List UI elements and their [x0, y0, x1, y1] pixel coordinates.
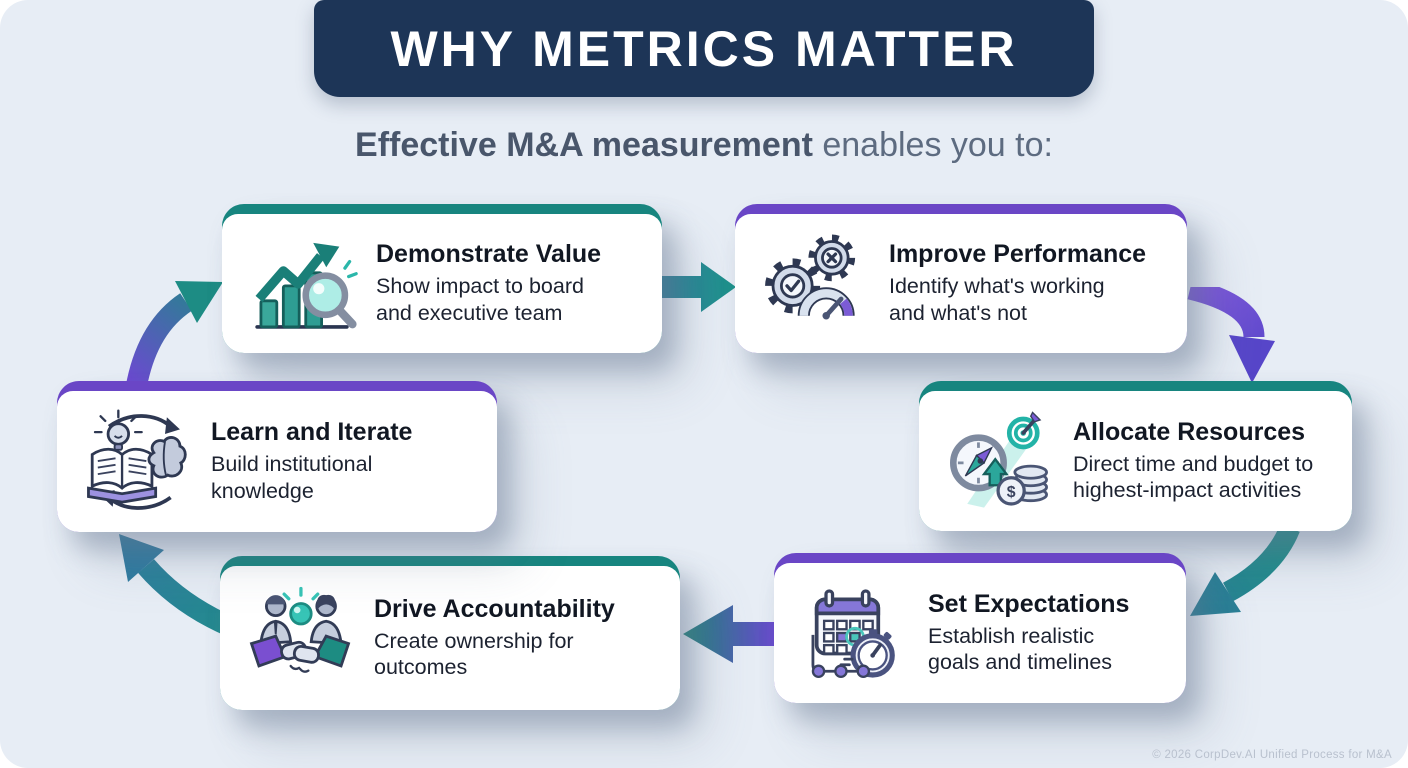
- subtitle: Effective M&A measurement enables you to…: [0, 126, 1408, 165]
- arrow-learn-to-demonstrate: [125, 281, 223, 390]
- card-title: Allocate Resources: [1073, 417, 1306, 446]
- card-title: Demonstrate Value: [376, 240, 602, 269]
- subtitle-rest: enables you to:: [812, 126, 1053, 164]
- page-title: WHY METRICS MATTER: [390, 20, 1018, 77]
- subtitle-emphasis: Effective M&A measurement: [355, 126, 813, 164]
- arrow-set-to-drive: [683, 605, 777, 663]
- calendar-stopwatch-icon: [798, 577, 910, 689]
- card-drive-accountability: Drive Accountability Create ownership fo…: [220, 556, 680, 710]
- card-improve-performance: Improve Performance Identify what's work…: [735, 204, 1187, 353]
- copyright-text: © 2026 CorpDev.AI Unified Process for M&…: [1152, 749, 1392, 761]
- card-title: Drive Accountability: [374, 594, 615, 623]
- svg-text:$: $: [1007, 484, 1016, 501]
- card-description: Direct time and budget to highest-impact…: [1073, 451, 1314, 503]
- card-description: Show impact to board and executive team: [376, 274, 584, 325]
- card-description: Establish realistic goals and timelines: [928, 623, 1113, 675]
- card-description: Identify what's working and what's not: [889, 274, 1105, 325]
- card-title: Set Expectations: [928, 589, 1130, 618]
- card-description: Create ownership for outcomes: [374, 628, 574, 680]
- card-title: Improve Performance: [889, 240, 1147, 269]
- card-allocate-resources: $ Allocate Resources Direct time and bud…: [919, 381, 1352, 531]
- card-description: Build institutional knowledge: [211, 452, 373, 503]
- handshake-idea-icon: [244, 582, 356, 694]
- chart-growth-magnifier-icon: [246, 228, 358, 340]
- compass-target-coins-icon: $: [943, 405, 1055, 517]
- arrow-improve-to-allocate: [1187, 287, 1275, 383]
- card-set-expectations: Set Expectations Establish realistic goa…: [774, 553, 1186, 703]
- arrow-demonstrate-to-improve: [657, 262, 736, 312]
- arrow-allocate-to-set: [1190, 523, 1300, 616]
- title-banner: WHY METRICS MATTER: [314, 0, 1094, 97]
- card-learn-and-iterate: Learn and Iterate Build institutional kn…: [57, 381, 497, 532]
- card-title: Learn and Iterate: [211, 418, 413, 447]
- gears-gauge-icon: [759, 228, 871, 340]
- card-demonstrate-value: Demonstrate Value Show impact to board a…: [222, 204, 662, 353]
- book-brain-cycle-icon: [81, 406, 193, 518]
